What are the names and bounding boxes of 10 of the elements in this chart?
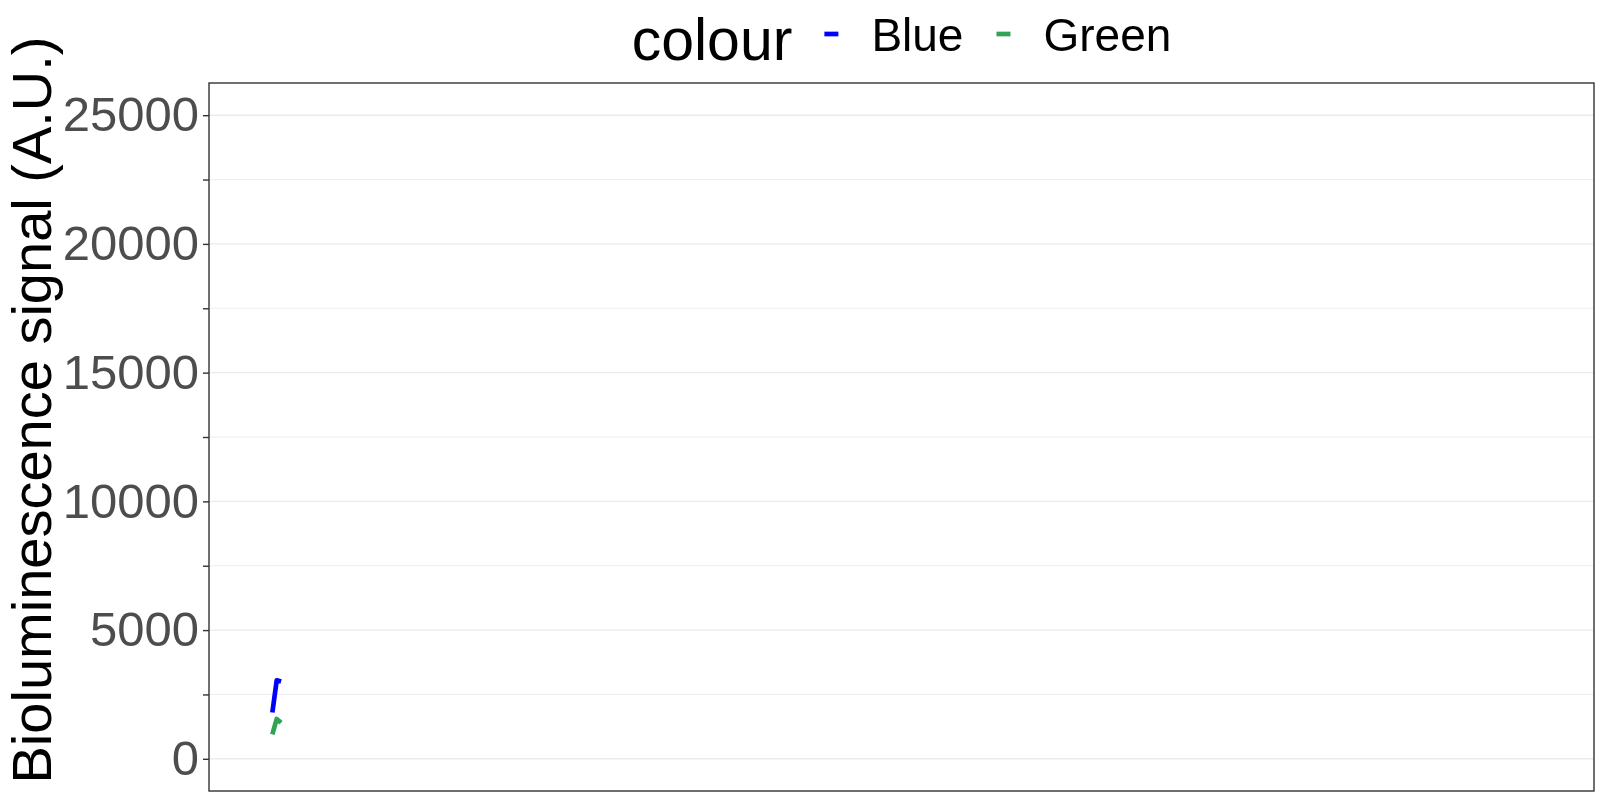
legend-label: Blue [871,9,964,61]
y-tick-label: 0 [171,731,199,785]
y-tick-label: 5000 [89,602,199,657]
y-axis-title: Bioluminescence signal (A.U.) [0,36,63,784]
legend-label: Green [1043,9,1172,61]
y-tick-label: 25000 [62,87,199,142]
y-tick-label: 15000 [62,344,199,399]
y-tick-label: 10000 [62,473,199,528]
y-tick-label: 20000 [62,216,199,271]
legend-title: colour [631,7,793,73]
